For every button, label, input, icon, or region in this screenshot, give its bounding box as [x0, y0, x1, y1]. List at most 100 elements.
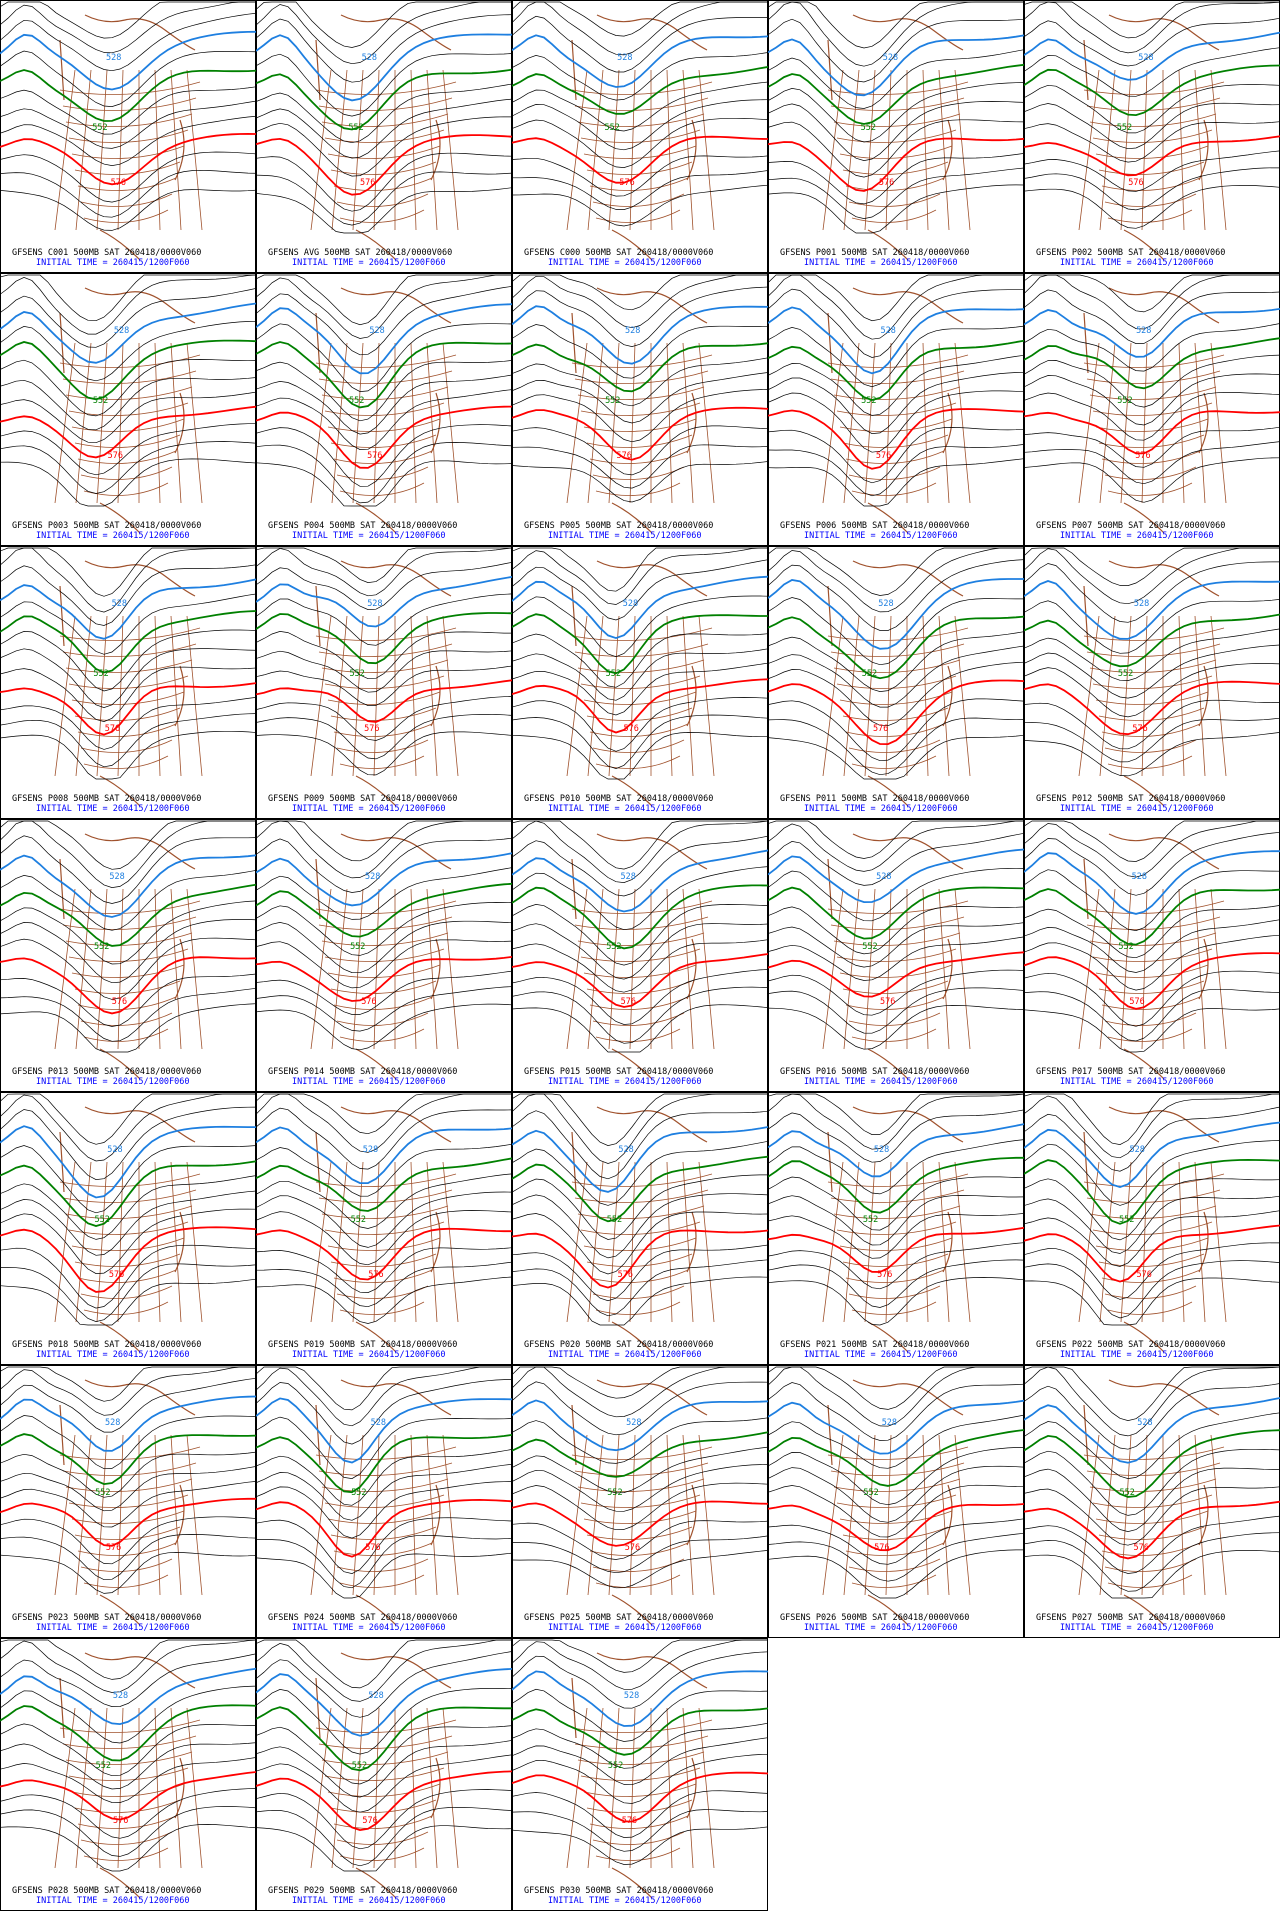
- contour-label: 528: [882, 1418, 897, 1428]
- initial-time: INITIAL TIME = 260415/1200F060: [548, 1350, 702, 1360]
- latitude-line: [77, 996, 177, 1010]
- longitude-line: [310, 615, 332, 777]
- longitude-line: [666, 1161, 673, 1323]
- latitude-line: [577, 1205, 705, 1219]
- height-contour: [0, 1497, 256, 1547]
- latitude-line: [1089, 113, 1217, 127]
- height-contour: [256, 1706, 512, 1772]
- latitude-line: [77, 723, 177, 737]
- height-contour: [512, 52, 768, 101]
- latitude-line: [59, 627, 201, 641]
- latitude-line: [1086, 1189, 1221, 1203]
- height-contour: [256, 1191, 512, 1248]
- height-contour: [512, 1737, 768, 1786]
- height-contour: [768, 1382, 1024, 1441]
- initial-time: INITIAL TIME = 260415/1200F060: [548, 258, 702, 268]
- height-contour: [1024, 869, 1280, 931]
- contour-label: 528: [369, 326, 384, 336]
- height-contour: [1024, 102, 1280, 150]
- longitude-line: [698, 1161, 715, 1323]
- height-contour: [1024, 308, 1280, 358]
- latitude-line: [842, 1253, 949, 1267]
- height-contour: [512, 1826, 768, 1865]
- longitude-line: [843, 342, 860, 504]
- longitude-line: [310, 69, 332, 231]
- longitude-line: [310, 888, 332, 1050]
- latitude-line: [1107, 482, 1193, 496]
- height-contour: [1024, 1224, 1280, 1283]
- contour-label: 528: [624, 1691, 639, 1701]
- coastline: [827, 14, 964, 261]
- height-contour: [768, 390, 1024, 453]
- height-contour: [256, 1379, 512, 1445]
- contour-label: 576: [105, 724, 120, 734]
- latitude-line: [315, 900, 457, 914]
- latitude-line: [583, 1783, 697, 1797]
- latitude-line: [1086, 1462, 1221, 1476]
- latitude-line: [318, 97, 453, 111]
- panel-border: [0, 819, 256, 1092]
- longitude-line: [666, 888, 673, 1050]
- latitude-line: [851, 209, 937, 223]
- latitude-line: [1101, 723, 1201, 737]
- longitude-line: [117, 1161, 124, 1323]
- longitude-line: [1178, 342, 1185, 504]
- latitude-line: [595, 1574, 681, 1588]
- height-contour: [0, 1, 256, 54]
- height-contour: [512, 444, 768, 489]
- latitude-line: [571, 627, 713, 641]
- height-contour: [512, 1140, 768, 1206]
- height-contour: [1024, 628, 1280, 681]
- contour-label: 552: [1119, 1215, 1134, 1225]
- latitude-line: [571, 1173, 713, 1187]
- longitude-line: [938, 1434, 950, 1596]
- height-contour: [768, 63, 1024, 125]
- longitude-line: [1120, 615, 1132, 777]
- longitude-line: [566, 1434, 588, 1596]
- height-contour: [256, 1, 512, 48]
- longitude-line: [666, 1707, 673, 1869]
- height-contour: [1024, 820, 1280, 862]
- contour-label: 528: [878, 599, 893, 609]
- panel-border: [1024, 0, 1280, 273]
- longitude-line: [310, 1161, 332, 1323]
- height-contour: [256, 1210, 512, 1266]
- height-contour: [768, 1176, 1024, 1231]
- latitude-line: [583, 964, 697, 978]
- height-contour: [1024, 1178, 1280, 1241]
- latitude-line: [339, 1574, 425, 1588]
- latitude-line: [851, 1301, 937, 1315]
- height-contour: [256, 1770, 512, 1832]
- longitude-line: [938, 342, 950, 504]
- height-contour: [512, 849, 768, 913]
- latitude-line: [318, 1462, 453, 1476]
- height-contour: [0, 854, 256, 918]
- latitude-line: [589, 1269, 689, 1283]
- height-contour: [0, 1723, 256, 1777]
- height-contour: [0, 377, 256, 431]
- latitude-line: [333, 723, 433, 737]
- height-contour: [0, 547, 256, 597]
- longitude-line: [54, 342, 76, 504]
- height-contour: [0, 820, 256, 888]
- longitude-line: [310, 1707, 332, 1869]
- panel-title: GFSENS P016 500MB SAT 260418/0000V060: [780, 1067, 969, 1077]
- latitude-line: [77, 177, 177, 191]
- longitude-line: [1210, 69, 1227, 231]
- contour-label: 552: [606, 942, 621, 952]
- contour-label: 552: [94, 942, 109, 952]
- longitude-line: [96, 1434, 108, 1596]
- height-contour: [768, 631, 1024, 692]
- latitude-line: [1089, 659, 1217, 673]
- initial-time: INITIAL TIME = 260415/1200F060: [292, 1896, 446, 1906]
- height-contour: [512, 648, 768, 701]
- latitude-line: [1104, 1285, 1197, 1299]
- longitude-line: [885, 1434, 892, 1596]
- initial-time: INITIAL TIME = 260415/1200F060: [1060, 1350, 1214, 1360]
- height-contour: [256, 1534, 512, 1589]
- height-contour: [256, 1806, 512, 1867]
- initial-time: INITIAL TIME = 260415/1200F060: [548, 1896, 702, 1906]
- height-contour: [768, 458, 1024, 507]
- map-panel: 528 552 576 GFSENS P014 500MB SAT 260418/00…: [256, 819, 512, 1092]
